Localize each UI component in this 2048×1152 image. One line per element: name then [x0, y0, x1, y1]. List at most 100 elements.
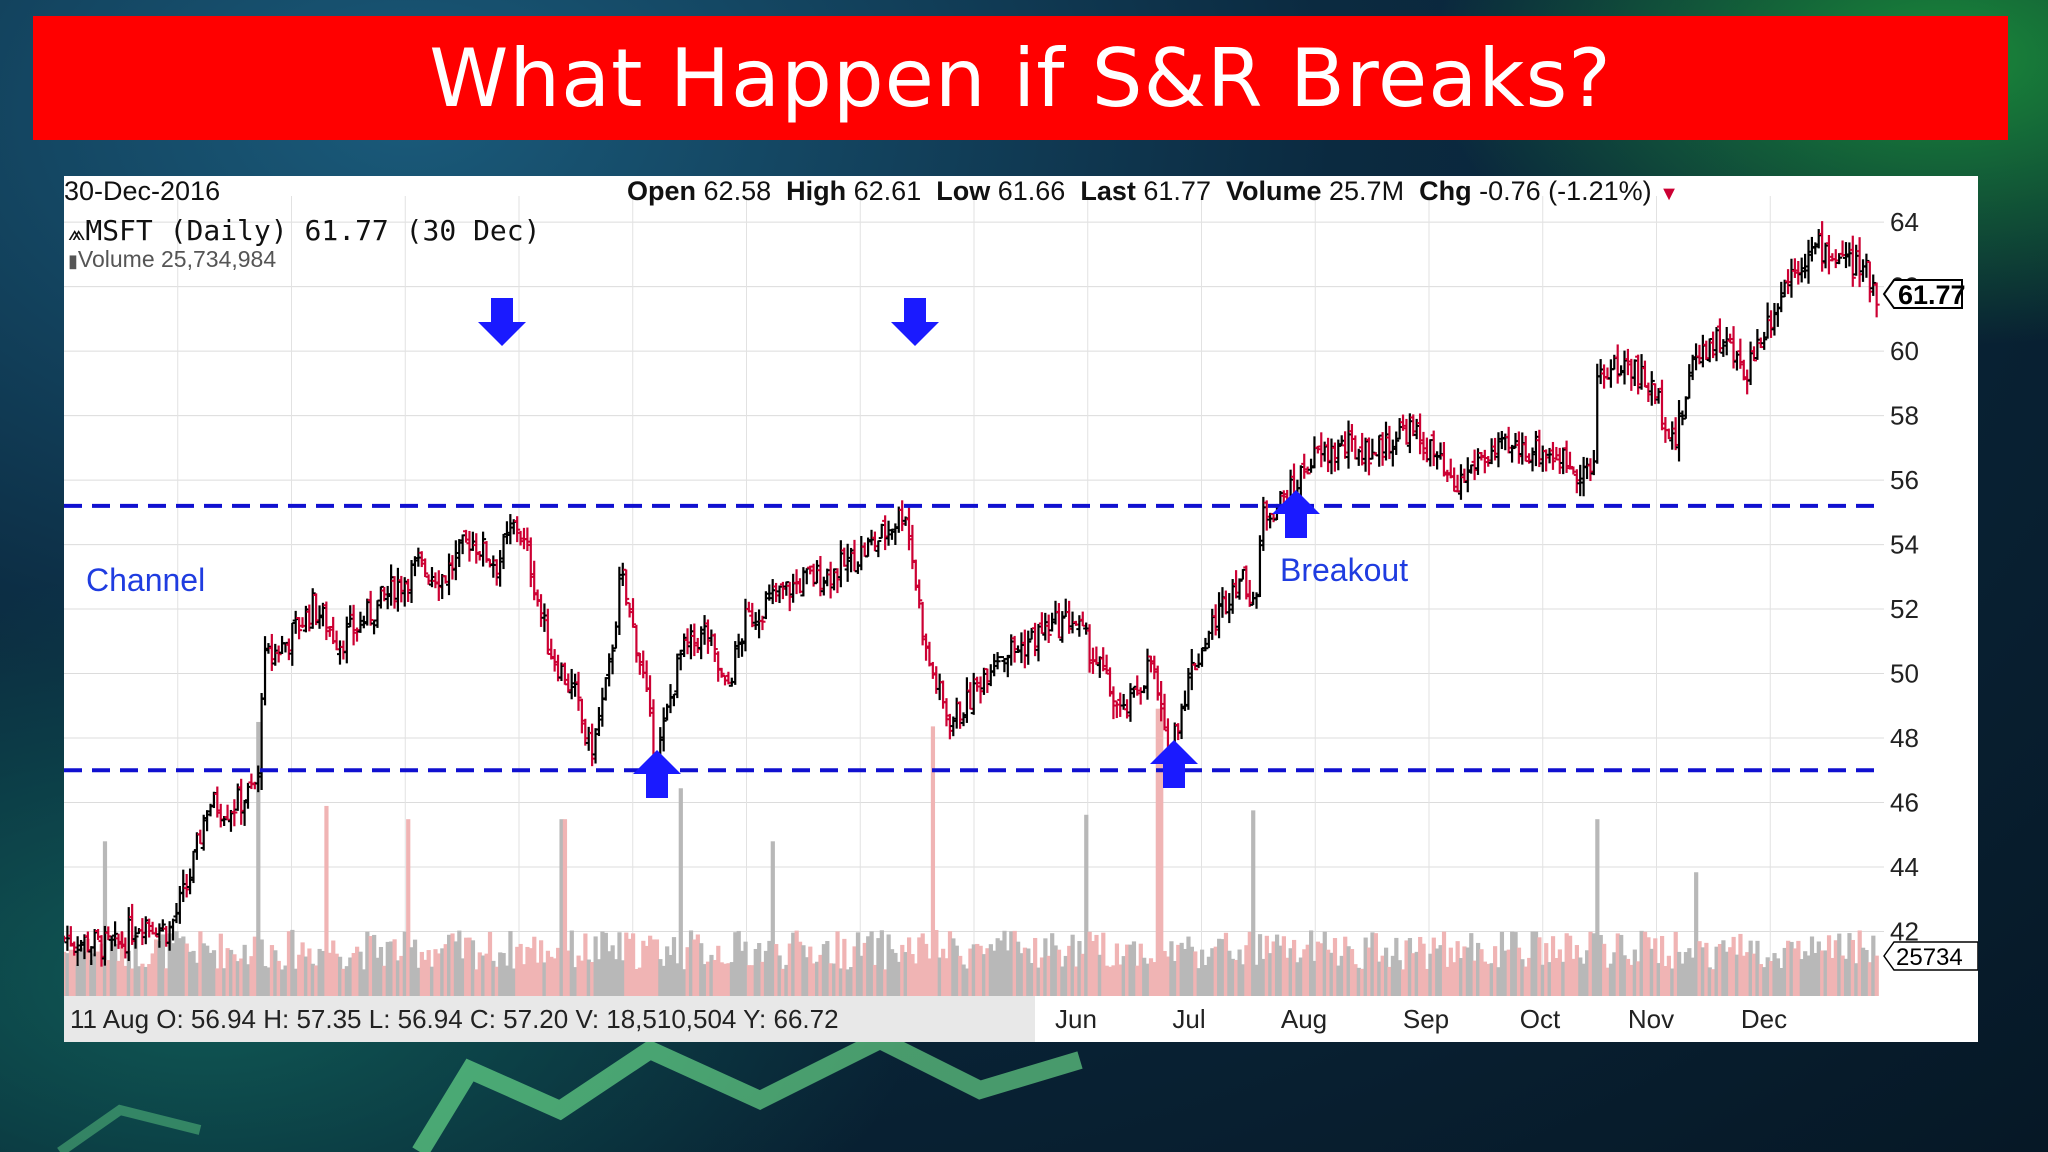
volume-bar — [273, 950, 278, 996]
volume-bar — [1428, 953, 1433, 996]
volume-bar — [1506, 949, 1511, 996]
volume-bar — [1615, 933, 1620, 996]
volume-bar — [954, 945, 959, 996]
volume-bar — [1653, 938, 1658, 996]
volume-bar — [610, 945, 615, 996]
volume-bar — [695, 934, 700, 996]
volume-bar — [481, 955, 486, 996]
volume-bar — [239, 958, 244, 996]
volume-bar — [1360, 968, 1365, 996]
volume-bar — [808, 946, 813, 996]
volume-bar — [876, 938, 881, 996]
volume-bar — [835, 931, 840, 996]
volume-bar — [82, 951, 87, 996]
volume-bar — [1424, 968, 1430, 996]
volume-bar — [1435, 948, 1440, 996]
volume-bar — [951, 938, 956, 996]
volume-bar — [1840, 955, 1845, 996]
volume-bar — [218, 933, 223, 996]
volume-bar — [821, 944, 827, 996]
volume-bar — [958, 955, 963, 996]
volume-bar — [1782, 947, 1787, 996]
volume-bar — [855, 932, 861, 996]
volume-bar — [447, 934, 452, 996]
x-month-label: Jul — [1172, 1004, 1205, 1034]
volume-bar — [1714, 946, 1719, 996]
volume-bar — [1659, 935, 1665, 996]
down-arrow-icon — [891, 298, 939, 346]
x-month-label: Sep — [1403, 1004, 1449, 1034]
volume-bar — [113, 944, 118, 996]
volume-bar — [1257, 934, 1263, 996]
volume-bar — [1274, 934, 1280, 996]
volume-bar — [188, 951, 193, 996]
volume-bar — [1264, 935, 1269, 996]
volume-bar — [208, 952, 213, 996]
volume-bar — [1186, 936, 1191, 996]
volume-bar — [648, 935, 653, 996]
volume-bar — [1479, 949, 1484, 996]
volume-bar — [1125, 944, 1130, 996]
volume-bar — [1227, 950, 1232, 996]
volume-bar — [1486, 963, 1491, 996]
volume-bar — [518, 943, 523, 996]
volume-bar — [382, 965, 387, 996]
volume-bar — [1864, 949, 1869, 996]
volume-bar — [1867, 962, 1873, 996]
volume-bar — [760, 961, 765, 996]
volume-bar — [801, 945, 806, 996]
volume-bar — [201, 943, 206, 996]
volume-bar — [1700, 947, 1706, 996]
volume-bar — [583, 933, 588, 996]
candlestick-icon: ⩕ — [68, 221, 86, 246]
volume-bar — [164, 968, 169, 996]
volume-bar — [290, 929, 295, 996]
volume-bar — [1138, 943, 1143, 996]
volume-bar — [1472, 960, 1477, 996]
volume-bar — [286, 931, 292, 996]
volume-bar — [1871, 935, 1876, 996]
volume-bar — [539, 940, 544, 996]
volume-bar — [985, 948, 990, 996]
volume-bar — [225, 948, 230, 996]
volume-bar — [774, 944, 779, 996]
volume-bar — [1850, 939, 1855, 996]
volume-bar — [96, 951, 101, 996]
volume-bar — [1690, 957, 1695, 996]
volume-bar — [64, 951, 67, 996]
chg-label: Chg — [1419, 176, 1472, 206]
volume-bar — [174, 931, 179, 996]
volume-bar — [1799, 959, 1804, 996]
volume-bar — [1414, 951, 1419, 996]
volume-bar — [460, 958, 465, 996]
high-label: High — [786, 176, 847, 206]
low-value: 61.66 — [997, 176, 1066, 206]
volume-bar — [269, 945, 275, 996]
volume-bar — [1182, 948, 1188, 996]
volume-bar — [624, 932, 629, 996]
volume-bar — [242, 944, 247, 996]
volume-bar — [1234, 959, 1239, 996]
volume-bar — [872, 964, 878, 996]
volume-bar — [569, 930, 574, 996]
volume-bar — [106, 960, 111, 996]
volume-bar — [1496, 967, 1501, 996]
volume-bar — [1111, 965, 1116, 996]
volume-bar — [92, 953, 97, 996]
volume-bar — [1022, 947, 1028, 996]
background-glow-line-2 — [57, 1104, 202, 1152]
volume-bar — [705, 961, 711, 996]
volume-bar — [184, 943, 189, 996]
volume-bar — [1220, 939, 1225, 996]
volume-bar — [429, 966, 435, 996]
volume-bar — [1200, 949, 1205, 996]
volume-bar — [579, 960, 585, 996]
volume-bar — [859, 955, 864, 996]
volume-bar — [1574, 945, 1580, 996]
volume-line: ▮Volume 25,734,984 — [68, 246, 276, 273]
volume-bar — [1533, 931, 1539, 996]
volume-bar — [1172, 960, 1177, 996]
volume-bar — [1711, 969, 1716, 996]
volume-bar — [1298, 957, 1304, 996]
volume-bar — [975, 943, 980, 996]
